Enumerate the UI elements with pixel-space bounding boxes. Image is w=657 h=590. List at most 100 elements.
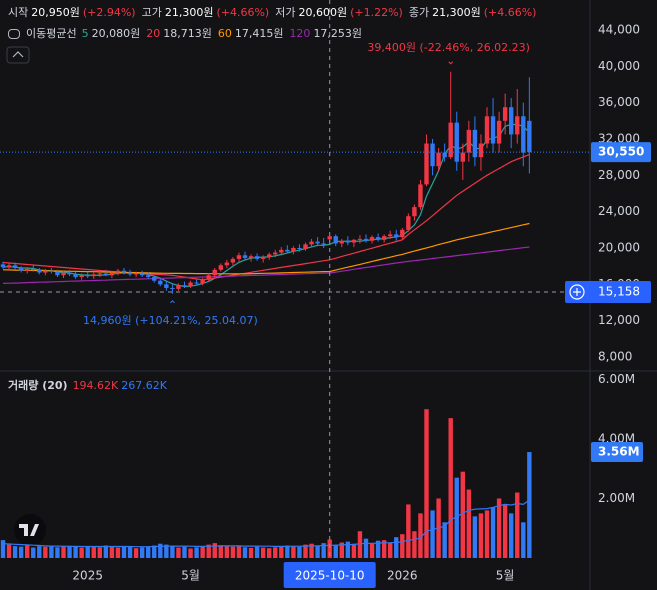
candle-body bbox=[152, 277, 157, 281]
volume-bar bbox=[139, 547, 145, 558]
volume-bar bbox=[351, 543, 357, 558]
volume-bar bbox=[430, 510, 435, 558]
candle-body bbox=[285, 249, 290, 252]
candle-body bbox=[448, 122, 453, 158]
volume-bar bbox=[182, 546, 187, 558]
candle-body bbox=[321, 243, 326, 245]
y-tick-label: 20,000 bbox=[598, 240, 640, 254]
candle-body bbox=[478, 143, 484, 158]
volume-bar bbox=[115, 547, 121, 558]
candle-body bbox=[297, 247, 302, 249]
ma-line bbox=[2, 246, 530, 284]
ohlc-change: (+4.66%) bbox=[483, 6, 537, 19]
volume-bar bbox=[194, 547, 199, 558]
volume-bar bbox=[339, 542, 344, 558]
volume-bar bbox=[242, 547, 248, 558]
volume-bar bbox=[478, 513, 484, 558]
candle-body bbox=[31, 268, 36, 270]
volume-bar bbox=[85, 546, 90, 558]
ma-line bbox=[2, 123, 530, 288]
volume-bar bbox=[206, 544, 211, 558]
volume-bar bbox=[133, 548, 139, 558]
volume-bar bbox=[61, 546, 66, 558]
candle-body bbox=[267, 254, 272, 258]
last-volume-label: 3.56M bbox=[598, 445, 640, 459]
volume-bar bbox=[248, 547, 254, 558]
volume-bar bbox=[158, 543, 163, 558]
candle-body bbox=[279, 249, 284, 253]
candle-body bbox=[18, 267, 24, 271]
candle-body bbox=[139, 273, 145, 276]
candle-body bbox=[6, 265, 12, 268]
volume-bar bbox=[460, 471, 465, 558]
candle-body bbox=[97, 273, 102, 275]
annotation-marker bbox=[448, 61, 454, 65]
candle-body bbox=[73, 274, 78, 278]
volume-bar bbox=[527, 452, 532, 558]
last-price-label: 30,550 bbox=[598, 145, 644, 159]
volume-bar bbox=[260, 547, 266, 558]
volume-bar bbox=[321, 543, 326, 558]
candle-body bbox=[146, 275, 151, 278]
collapse-button[interactable] bbox=[6, 46, 30, 64]
x-tick-label: 5월 bbox=[181, 569, 200, 583]
candle-body bbox=[466, 129, 472, 153]
last-volume-box bbox=[591, 442, 643, 463]
volume-bar bbox=[400, 534, 405, 558]
candle-body bbox=[327, 236, 332, 240]
candle-body bbox=[442, 152, 447, 158]
candle-body bbox=[515, 116, 520, 135]
candle-body bbox=[109, 272, 115, 276]
volume-bar bbox=[291, 546, 296, 558]
ma-name: 20 bbox=[146, 27, 161, 40]
candle-body bbox=[351, 239, 357, 243]
add-alert-icon bbox=[573, 287, 581, 296]
volume-bar bbox=[109, 546, 115, 558]
ohlc-value: 21,300원 bbox=[432, 6, 481, 19]
candle-body bbox=[49, 270, 54, 272]
ma-legend: 이동평균선 5 20,080원 20 18,713원 60 17,415원 120 17,253… bbox=[8, 25, 368, 41]
candle-body bbox=[55, 271, 60, 276]
candle-body bbox=[400, 229, 405, 238]
candle-body bbox=[164, 284, 169, 288]
candle-body bbox=[230, 258, 236, 263]
volume-bar bbox=[454, 477, 459, 558]
y-tick-label: 36,000 bbox=[598, 95, 640, 109]
volume-bar bbox=[273, 547, 278, 558]
volume-bar bbox=[484, 510, 490, 558]
candle-body bbox=[369, 237, 375, 241]
candle-body bbox=[303, 244, 308, 249]
candle-body bbox=[527, 120, 532, 153]
candle-body bbox=[388, 234, 393, 237]
candle-body bbox=[472, 129, 478, 158]
add-alert-button[interactable] bbox=[569, 284, 585, 300]
candle-body bbox=[490, 116, 496, 144]
volume-bar bbox=[267, 548, 272, 558]
candle-body bbox=[85, 275, 90, 277]
volume-bar bbox=[121, 546, 127, 558]
y-tick-label: 8,000 bbox=[598, 350, 632, 364]
candle-body bbox=[218, 265, 223, 270]
ma-line bbox=[2, 153, 530, 281]
volume-bar bbox=[418, 513, 423, 558]
candle-body bbox=[484, 116, 490, 144]
ohlc-value: 20,600원 bbox=[298, 6, 348, 19]
volume-bar bbox=[394, 537, 399, 558]
ohlc-change: (+4.66%) bbox=[216, 6, 270, 19]
ohlc-label: 고가 bbox=[141, 6, 162, 19]
candle-body bbox=[375, 237, 381, 240]
candle-body bbox=[260, 257, 266, 259]
candle-body bbox=[339, 240, 344, 244]
volume-bar bbox=[375, 540, 381, 558]
volume-tick-label: 4.00M bbox=[598, 431, 635, 445]
ma-legend-title: 이동평균선 bbox=[26, 27, 77, 40]
candle-body bbox=[0, 264, 6, 268]
candle-body bbox=[502, 107, 508, 121]
ma-icon[interactable] bbox=[8, 29, 20, 39]
ma-value: 17,253원 bbox=[313, 27, 363, 40]
candle-body bbox=[12, 265, 18, 268]
volume-bar bbox=[18, 546, 24, 558]
candle-body bbox=[394, 234, 399, 238]
candle-body bbox=[357, 238, 363, 240]
